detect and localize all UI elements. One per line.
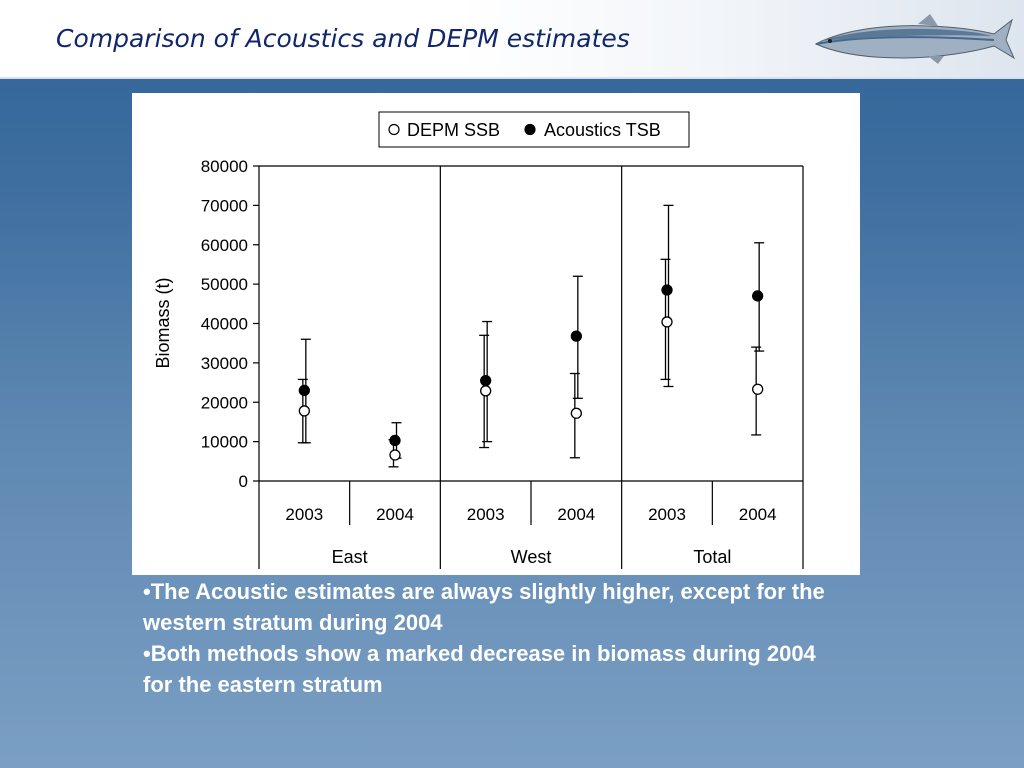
x-tick-label: 2003: [285, 505, 323, 524]
legend-marker-acoustics: [524, 123, 536, 136]
acoustics-point: [752, 290, 764, 302]
y-tick-label: 0: [239, 472, 248, 491]
y-tick-label: 40000: [201, 315, 248, 334]
fish-icon: [814, 14, 1016, 64]
x-tick-label: 2004: [376, 505, 414, 524]
legend-marker-depm: [388, 123, 400, 136]
y-tick-label: 50000: [201, 275, 248, 294]
depm-point: [480, 385, 492, 397]
acoustics-point: [389, 434, 401, 447]
y-tick-label: 60000: [201, 236, 248, 255]
chart-panel: DEPM SSB Acoustics TSB Biomass (t) 0 1000…: [132, 93, 860, 575]
legend-label-acoustics: Acoustics TSB: [544, 120, 661, 140]
y-tick-label: 70000: [201, 196, 248, 215]
biomass-chart: DEPM SSB Acoustics TSB Biomass (t) 0 1000…: [153, 111, 804, 569]
x-tick-label: 2003: [648, 505, 686, 524]
slide-header: Comparison of Acoustics and DEPM estimat…: [0, 0, 1024, 79]
bullet-list: •The Acoustic estimates are always sligh…: [143, 576, 843, 700]
depm-point: [389, 449, 401, 461]
bullet-item-2: •Both methods show a marked decrease in …: [143, 641, 816, 697]
y-tick-label: 10000: [201, 433, 248, 452]
depm-point: [570, 407, 582, 419]
group-label: Total: [693, 547, 731, 567]
x-tick-label: 2003: [467, 505, 505, 524]
legend-label-depm: DEPM SSB: [407, 120, 500, 140]
depm-point: [661, 316, 673, 328]
acoustics-point: [661, 284, 673, 296]
slide-title: Comparison of Acoustics and DEPM estimat…: [56, 24, 630, 53]
depm-point: [298, 405, 310, 417]
acoustics-point: [570, 330, 582, 342]
group-label: West: [511, 547, 552, 567]
acoustics-point: [480, 374, 492, 387]
y-tick-label: 80000: [201, 157, 248, 176]
x-tick-label: 2004: [739, 505, 777, 524]
y-axis-label: Biomass (t): [153, 277, 173, 368]
bullet-item-1: •The Acoustic estimates are always sligh…: [143, 579, 825, 635]
y-tick-label: 30000: [201, 354, 248, 373]
x-tick-label: 2004: [557, 505, 595, 524]
depm-point: [752, 383, 764, 395]
y-tick-label: 20000: [201, 393, 248, 412]
group-label: East: [332, 547, 368, 567]
acoustics-point: [298, 384, 310, 397]
